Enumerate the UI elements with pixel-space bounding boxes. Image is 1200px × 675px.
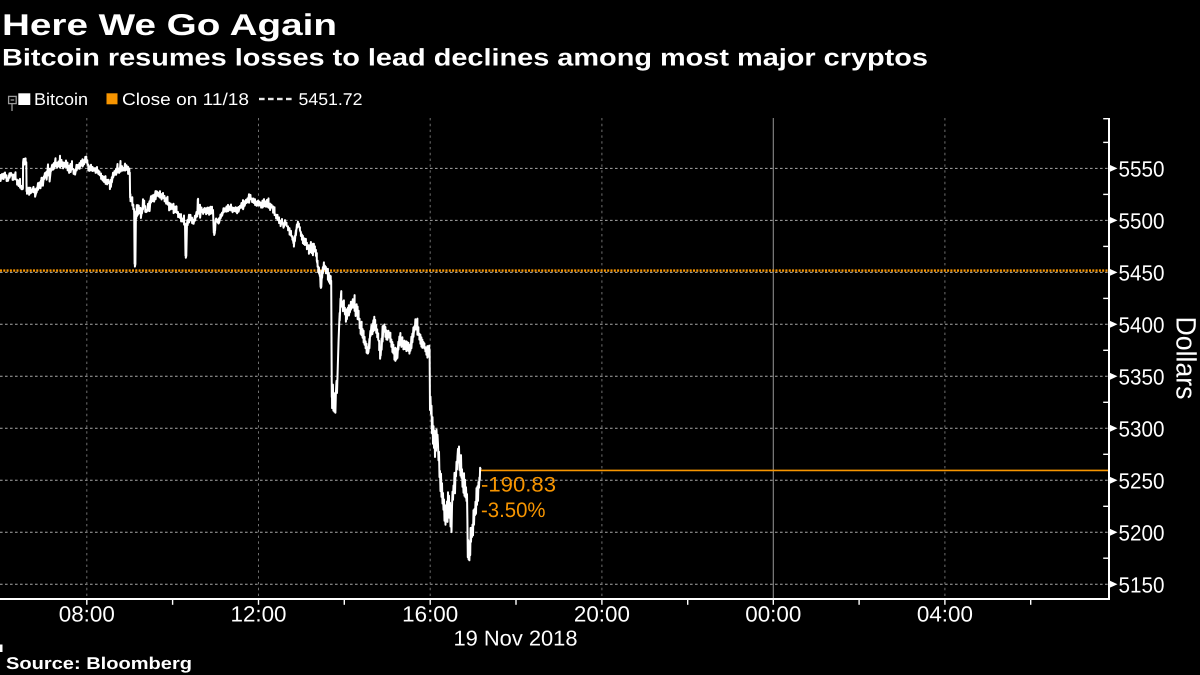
svg-text:5300: 5300	[1119, 416, 1165, 441]
svg-text:5150: 5150	[1119, 572, 1165, 597]
svg-text:Dollars: Dollars	[1171, 317, 1200, 400]
svg-text:16:00: 16:00	[402, 602, 458, 627]
svg-text:5451.72: 5451.72	[299, 90, 363, 109]
svg-text:Bitcoin: Bitcoin	[34, 90, 88, 109]
svg-text:5250: 5250	[1119, 468, 1165, 493]
svg-text:-190.83: -190.83	[481, 474, 556, 497]
svg-text:Close on 11/18: Close on 11/18	[122, 90, 249, 109]
svg-text:08:00: 08:00	[59, 602, 115, 627]
svg-text:-3.50%: -3.50%	[481, 499, 546, 522]
svg-text:5550: 5550	[1119, 157, 1165, 182]
svg-text:5450: 5450	[1119, 261, 1165, 286]
svg-text:5400: 5400	[1119, 312, 1165, 337]
svg-text:Bitcoin resumes losses to lead: Bitcoin resumes losses to lead declines …	[2, 45, 928, 72]
svg-text:20:00: 20:00	[574, 602, 630, 627]
svg-text:5200: 5200	[1119, 520, 1165, 545]
svg-text:12:00: 12:00	[231, 602, 287, 627]
svg-text:Source: Bloomberg: Source: Bloomberg	[6, 654, 192, 673]
svg-text:Here We Go Again: Here We Go Again	[2, 9, 337, 42]
svg-text:04:00: 04:00	[917, 602, 973, 627]
svg-text:5500: 5500	[1119, 209, 1165, 234]
svg-text:00:00: 00:00	[745, 602, 801, 627]
svg-text:19 Nov 2018: 19 Nov 2018	[454, 627, 578, 651]
svg-text:5350: 5350	[1119, 364, 1165, 389]
